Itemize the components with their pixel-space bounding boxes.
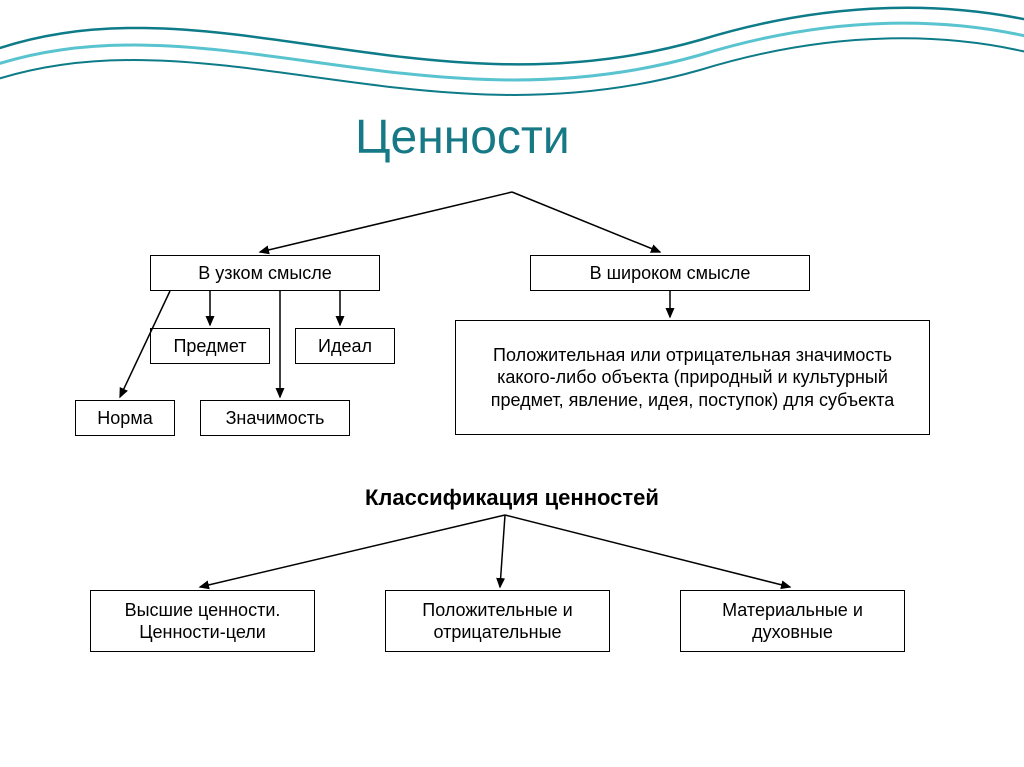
box-narrow-sense: В узком смысле [150, 255, 380, 291]
box-predmet: Предмет [150, 328, 270, 364]
page-title: Ценности [355, 110, 570, 165]
box-ideal: Идеал [295, 328, 395, 364]
box-wide-description: Положительная или отрицательная значимос… [455, 320, 930, 435]
box-znachimost: Значимость [200, 400, 350, 436]
box-high-values: Высшие ценности. Ценности-цели [90, 590, 315, 652]
box-wide-sense: В широком смысле [530, 255, 810, 291]
box-mat-spirit: Материальные и духовные [680, 590, 905, 652]
box-pos-neg: Положительные и отрицательные [385, 590, 610, 652]
box-norma: Норма [75, 400, 175, 436]
classification-subtitle: Классификация ценностей [365, 485, 659, 511]
